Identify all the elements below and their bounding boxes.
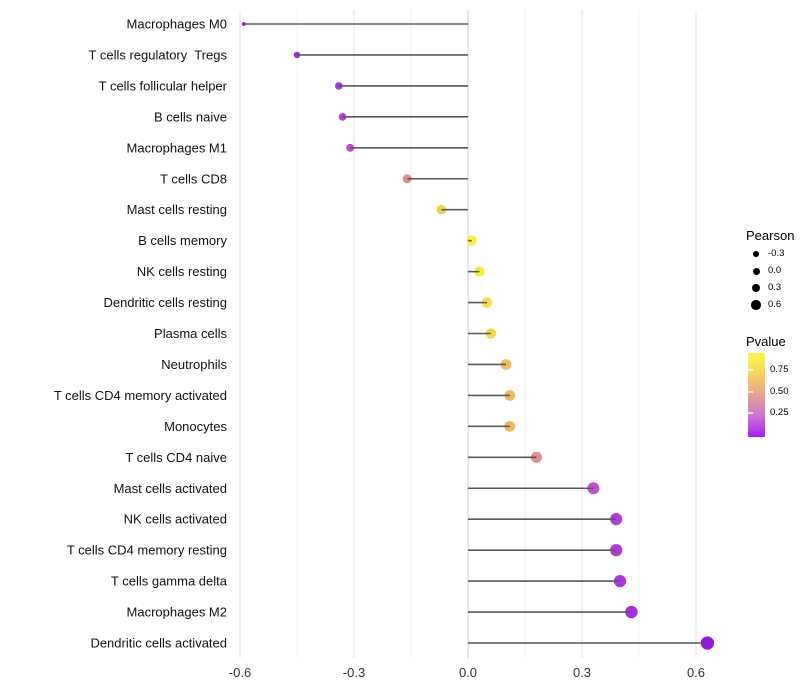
color-legend-label: 0.25 [770, 407, 789, 418]
y-axis-label: T cells CD4 memory activated [54, 388, 227, 403]
colorbar-tick [748, 369, 753, 371]
x-axis-tick-label: 0.6 [687, 665, 705, 680]
x-axis-tick-label: 0.3 [573, 665, 591, 680]
x-axis-tick-label: -0.3 [343, 665, 365, 680]
color-legend-title: Pvalue [746, 334, 786, 349]
size-legend-dot [753, 251, 759, 257]
size-legend-label: 0.6 [768, 299, 782, 310]
y-axis-label: Macrophages M0 [127, 17, 227, 32]
y-axis-label: Macrophages M1 [127, 140, 227, 155]
lollipop-dot [241, 22, 246, 26]
size-legend-label: -0.3 [768, 248, 785, 259]
y-axis-label: B cells memory [138, 233, 227, 248]
y-axis-label: Dendritic cells activated [90, 636, 227, 651]
colorbar-tick [748, 412, 753, 414]
color-legend-label: 0.75 [770, 364, 789, 375]
y-axis-label: Plasma cells [154, 326, 227, 341]
pvalue-colorbar [748, 353, 765, 437]
y-axis-label: NK cells activated [124, 512, 227, 527]
y-axis-label: Mast cells activated [114, 481, 227, 496]
size-legend-dot [751, 300, 761, 310]
x-axis-tick-label: -0.6 [229, 665, 251, 680]
y-axis-label: T cells CD4 memory resting [67, 543, 227, 558]
y-axis-label: Monocytes [164, 419, 227, 434]
size-legend-dot [751, 283, 761, 293]
y-axis-label: T cells CD4 naive [125, 450, 227, 465]
y-axis-label: Macrophages M2 [127, 605, 227, 620]
color-legend-label: 0.50 [770, 386, 789, 397]
size-legend-label: 0.3 [768, 282, 782, 293]
y-axis-label: Dendritic cells resting [103, 295, 227, 310]
y-axis-label: T cells follicular helper [99, 78, 228, 93]
size-legend-label: 0.0 [768, 265, 782, 276]
size-legend-dot [752, 267, 760, 275]
y-axis-label: B cells naive [154, 109, 227, 124]
colorbar-tick [748, 391, 753, 393]
y-axis-label: T cells CD8 [160, 171, 227, 186]
size-legend-title: Pearson [746, 228, 795, 243]
y-axis-label: Mast cells resting [127, 202, 227, 217]
y-axis-label: NK cells resting [137, 264, 227, 279]
x-axis-tick-label: 0.0 [459, 665, 477, 680]
y-axis-label: Neutrophils [161, 357, 227, 372]
y-axis-label: T cells gamma delta [111, 574, 228, 589]
y-axis-label: T cells regulatory Tregs [89, 47, 228, 62]
